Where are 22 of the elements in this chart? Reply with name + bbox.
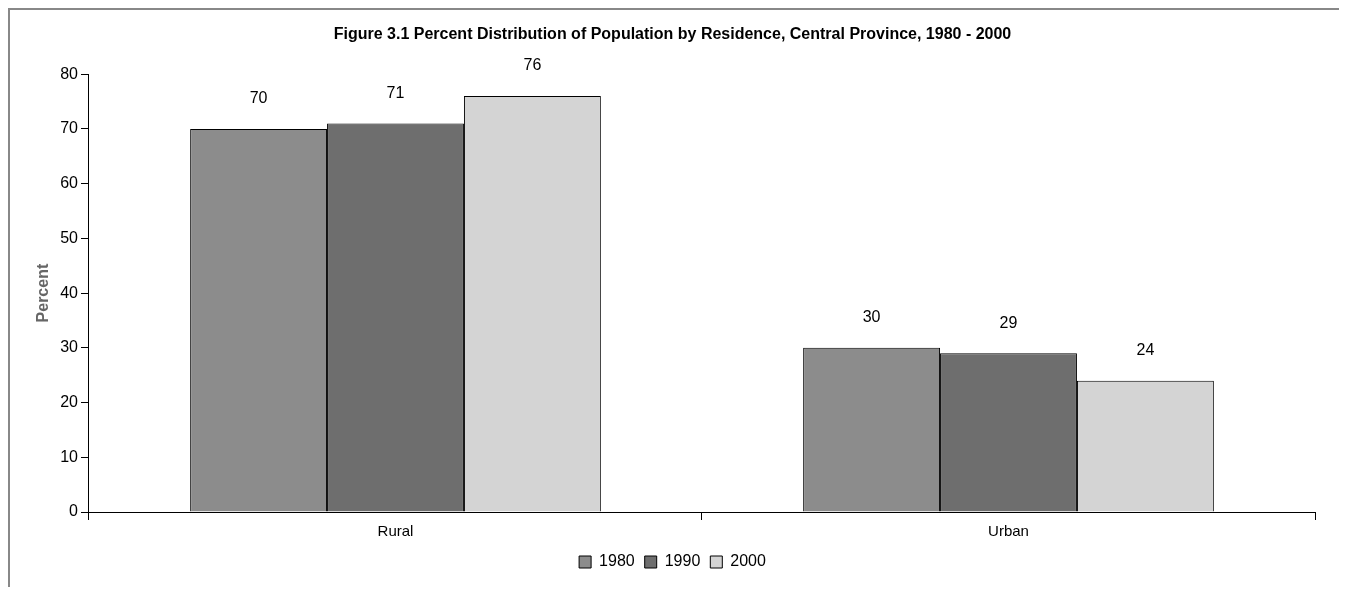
data-label: 24 xyxy=(1136,341,1155,359)
y-tick-label: 0 xyxy=(69,502,79,520)
y-tick-label: 70 xyxy=(60,119,79,137)
y-axis-title: Percent xyxy=(34,263,52,323)
y-tick-label: 80 xyxy=(60,64,79,82)
legend-label: 1990 xyxy=(664,552,701,570)
data-label: 70 xyxy=(249,89,268,107)
chart-title: Figure 3.1 Percent Distribution of Population by Residence, Central Province, 1980 - 2000 xyxy=(333,25,1012,43)
x-tick-label: Urban xyxy=(988,522,1029,540)
data-label: 29 xyxy=(999,313,1018,331)
y-tick-label: 10 xyxy=(60,447,79,465)
legend-label: 1980 xyxy=(599,552,635,570)
y-tick-label: 50 xyxy=(60,228,79,246)
y-tick-label: 60 xyxy=(60,174,79,192)
data-label: 71 xyxy=(386,83,405,101)
data-label: 76 xyxy=(523,56,542,74)
y-tick-label: 40 xyxy=(60,283,79,301)
legend-label: 2000 xyxy=(730,552,766,570)
y-tick-label: 30 xyxy=(60,338,79,356)
x-tick-label: Rural xyxy=(377,522,414,540)
y-tick-label: 20 xyxy=(60,392,79,410)
data-label: 30 xyxy=(862,308,881,326)
